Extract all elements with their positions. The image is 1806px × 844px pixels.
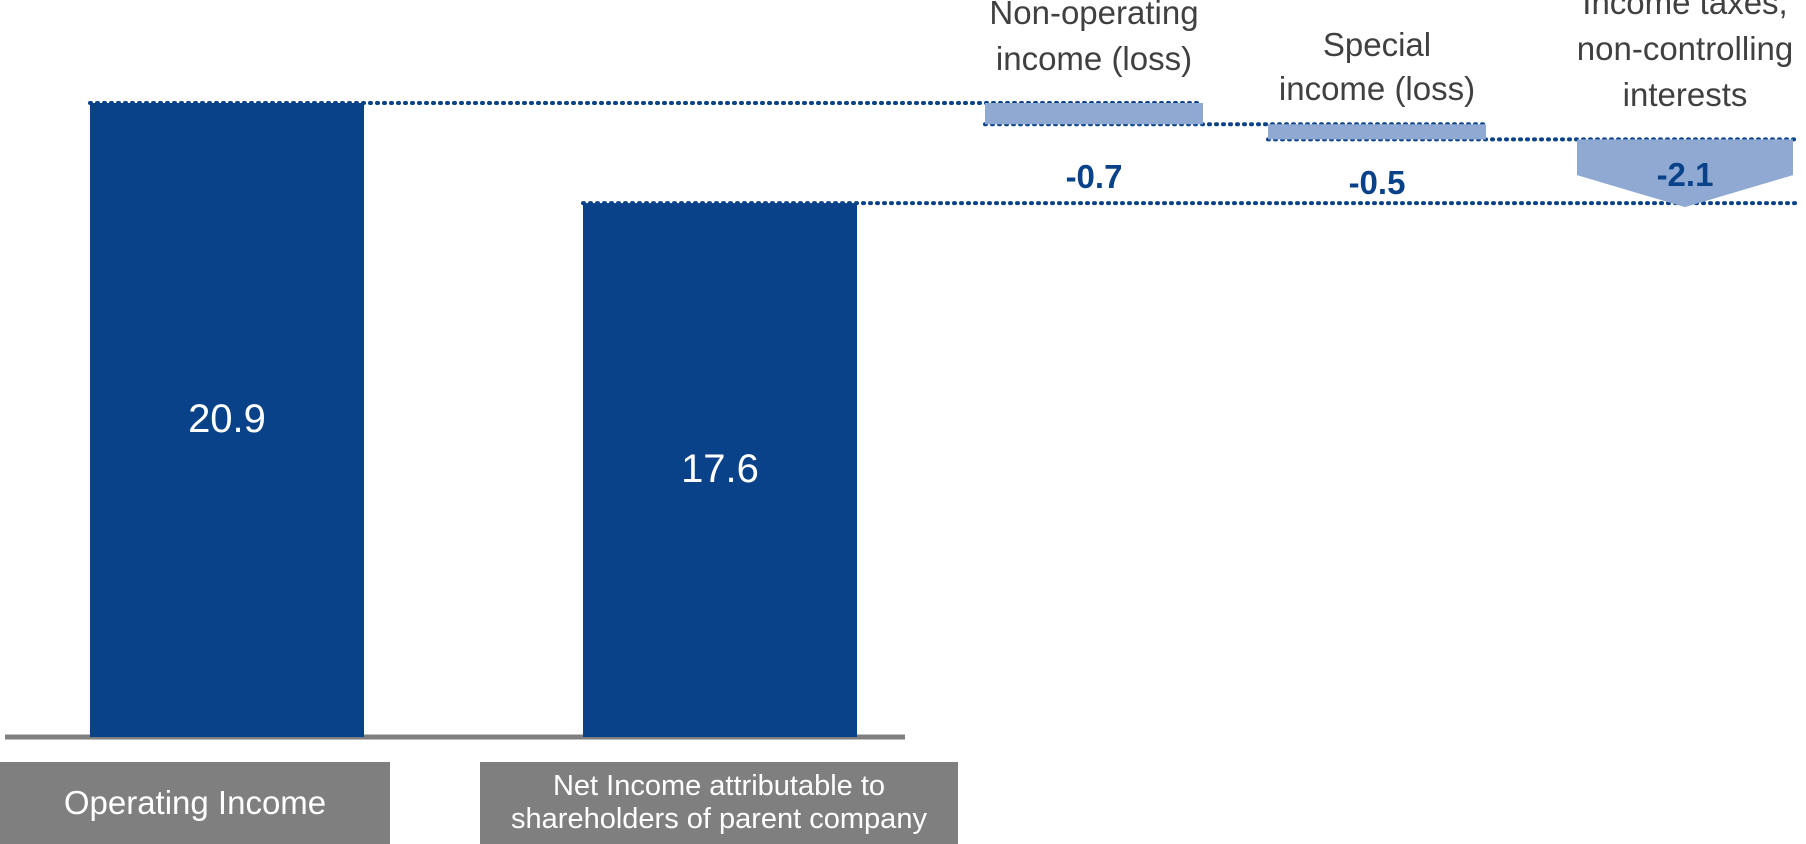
adjustment-category-label: interests bbox=[1623, 76, 1748, 113]
adjustment-value-label: -2.1 bbox=[1657, 156, 1714, 193]
adjustment-category-label: Non-operating bbox=[989, 0, 1198, 31]
adjustment-bar bbox=[1577, 139, 1793, 208]
bar-value-label: 17.6 bbox=[681, 447, 759, 491]
adjustment-category-label: income (loss) bbox=[996, 40, 1192, 77]
adjustment-value-label: -0.5 bbox=[1349, 164, 1406, 201]
adjustment-value-label: -0.7 bbox=[1066, 158, 1123, 195]
bar-net-income bbox=[583, 203, 857, 737]
bar-operating-income bbox=[90, 103, 364, 737]
category-label-operating-income: Operating Income bbox=[0, 762, 390, 844]
adjustment-category-label: non-controlling bbox=[1577, 30, 1793, 67]
category-label-line-2: shareholders of parent company bbox=[511, 803, 927, 835]
category-label-line-1: Net Income attributable to bbox=[552, 770, 886, 802]
adjustment-category-label: income (loss) bbox=[1279, 70, 1475, 107]
category-label-text: Operating Income bbox=[63, 784, 327, 821]
adjustment-category-label: Special bbox=[1323, 26, 1431, 63]
category-label-net-income: Net Income attributable to shareholders … bbox=[480, 762, 958, 844]
adjustment-bar bbox=[985, 103, 1203, 125]
adjustment-category-label: Income taxes, bbox=[1582, 0, 1787, 21]
bar-value-label: 20.9 bbox=[188, 397, 266, 441]
adjustment-bar bbox=[1268, 124, 1486, 140]
